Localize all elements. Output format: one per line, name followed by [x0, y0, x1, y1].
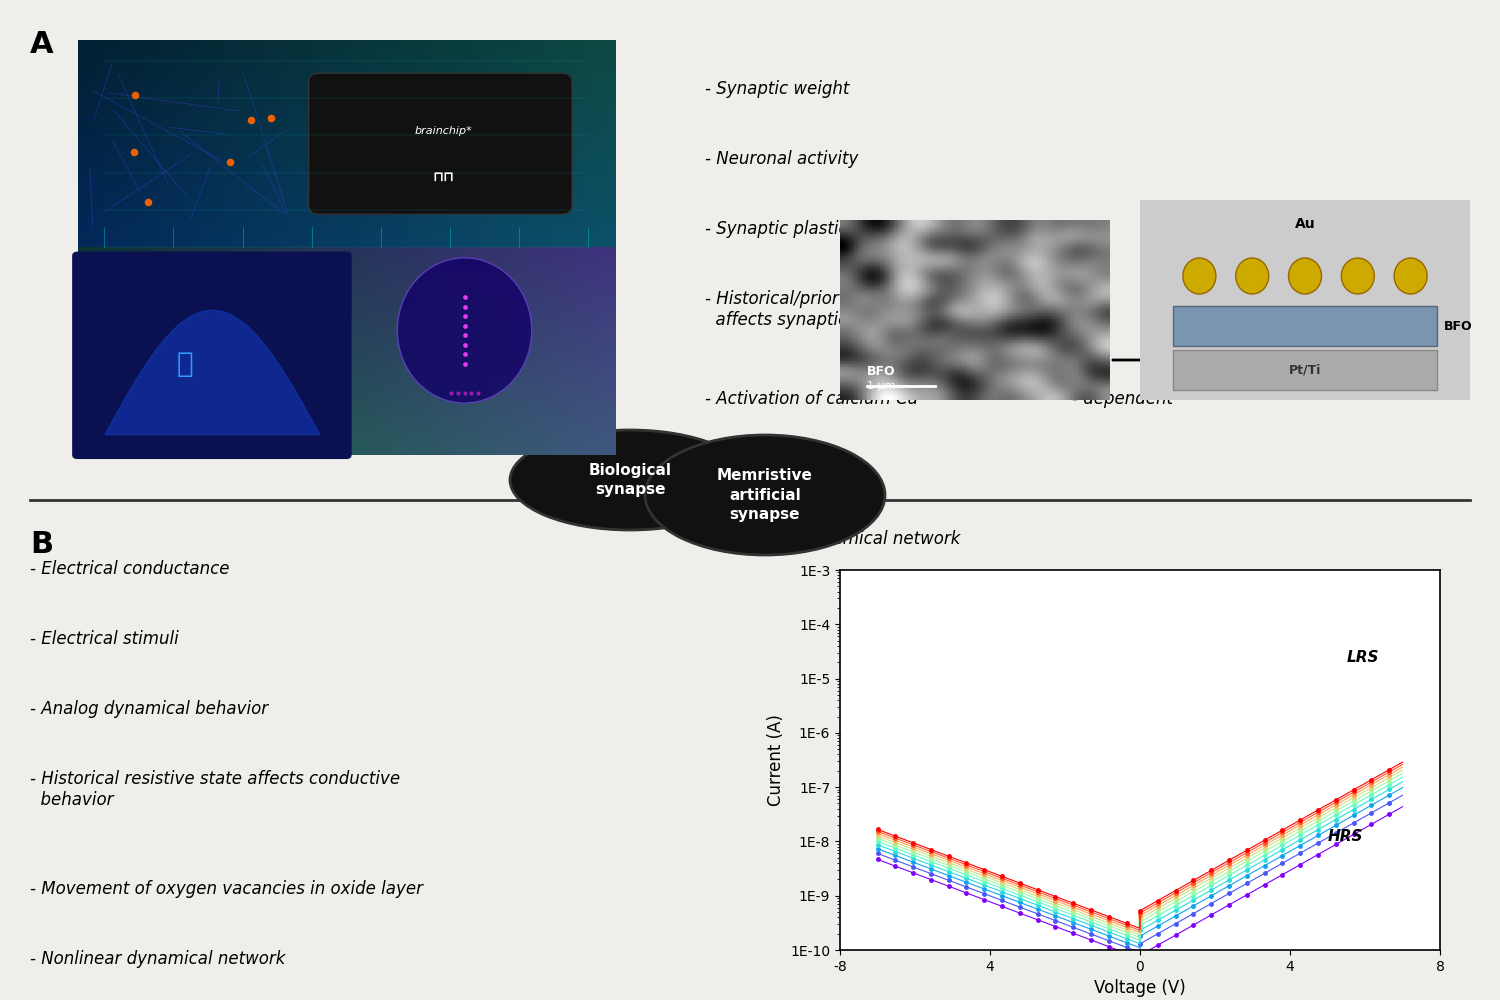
Text: - Nonlinear dynamical network: - Nonlinear dynamical network: [705, 530, 960, 548]
Text: - Electrical conductance: - Electrical conductance: [30, 560, 230, 578]
Text: 1 μm: 1 μm: [867, 381, 895, 391]
Text: B: B: [30, 530, 52, 559]
Text: BFO: BFO: [1443, 320, 1472, 332]
Text: brainchip*: brainchip*: [414, 126, 472, 136]
Point: [453, 289, 477, 305]
Point: [114, 170, 138, 186]
Point: [192, 103, 216, 119]
FancyBboxPatch shape: [1140, 200, 1470, 400]
Text: HRS: HRS: [1328, 829, 1364, 844]
Point: [453, 337, 477, 353]
Text: - Activation of calcium Ca: - Activation of calcium Ca: [705, 390, 918, 408]
Text: - Synaptic weight: - Synaptic weight: [705, 80, 849, 98]
Ellipse shape: [1341, 258, 1374, 294]
Point: [453, 385, 477, 401]
Ellipse shape: [398, 258, 531, 403]
Ellipse shape: [645, 435, 885, 555]
Point: [453, 346, 477, 362]
FancyBboxPatch shape: [309, 73, 572, 214]
Text: - Nonlinear dynamical network: - Nonlinear dynamical network: [30, 950, 285, 968]
Ellipse shape: [1184, 258, 1216, 294]
Text: - Movement of oxygen vacancies in oxide layer: - Movement of oxygen vacancies in oxide …: [30, 880, 423, 898]
Text: - Synaptic plastic activity: - Synaptic plastic activity: [705, 220, 914, 238]
Text: A: A: [30, 30, 54, 59]
Y-axis label: Current (A): Current (A): [766, 714, 784, 806]
Text: - Neuronal activity: - Neuronal activity: [705, 150, 858, 168]
Point: [440, 385, 464, 401]
Text: Au: Au: [1294, 217, 1316, 231]
Ellipse shape: [510, 430, 750, 530]
Point: [222, 111, 246, 127]
Point: [459, 385, 483, 401]
X-axis label: Voltage (V): Voltage (V): [1094, 979, 1186, 997]
Text: Biological
synapse: Biological synapse: [588, 463, 672, 497]
Point: [453, 308, 477, 324]
Text: - Historical resistive state affects conductive
  behavior: - Historical resistive state affects con…: [30, 770, 401, 809]
Text: process: process: [705, 460, 770, 478]
Point: [453, 299, 477, 315]
Text: - Historical/prior synaptic activity
  affects synaptic plasticity: - Historical/prior synaptic activity aff…: [705, 290, 981, 329]
Point: [466, 385, 490, 401]
Text: BFO: BFO: [867, 365, 895, 378]
Text: LRS: LRS: [1347, 650, 1378, 665]
Text: Pt/Ti: Pt/Ti: [1288, 363, 1322, 376]
Text: - dependent: - dependent: [1072, 390, 1173, 408]
Point: [453, 318, 477, 334]
Text: ⊓⊓: ⊓⊓: [432, 170, 454, 184]
Point: [453, 356, 477, 372]
Text: 2+: 2+: [1047, 390, 1065, 403]
Text: - Electrical stimuli: - Electrical stimuli: [30, 630, 178, 648]
Text: 🧠: 🧠: [177, 350, 194, 378]
Text: Memristive
artificial
synapse: Memristive artificial synapse: [717, 468, 813, 522]
Ellipse shape: [1236, 258, 1269, 294]
Ellipse shape: [1288, 258, 1322, 294]
Point: [453, 327, 477, 343]
Text: - Analog dynamical behavior: - Analog dynamical behavior: [30, 700, 268, 718]
FancyBboxPatch shape: [72, 252, 351, 459]
FancyBboxPatch shape: [1173, 306, 1437, 346]
Point: [147, 76, 171, 92]
Point: [446, 385, 470, 401]
Point: [100, 103, 124, 119]
Ellipse shape: [1394, 258, 1426, 294]
Point: [244, 171, 268, 187]
FancyBboxPatch shape: [1173, 350, 1437, 390]
